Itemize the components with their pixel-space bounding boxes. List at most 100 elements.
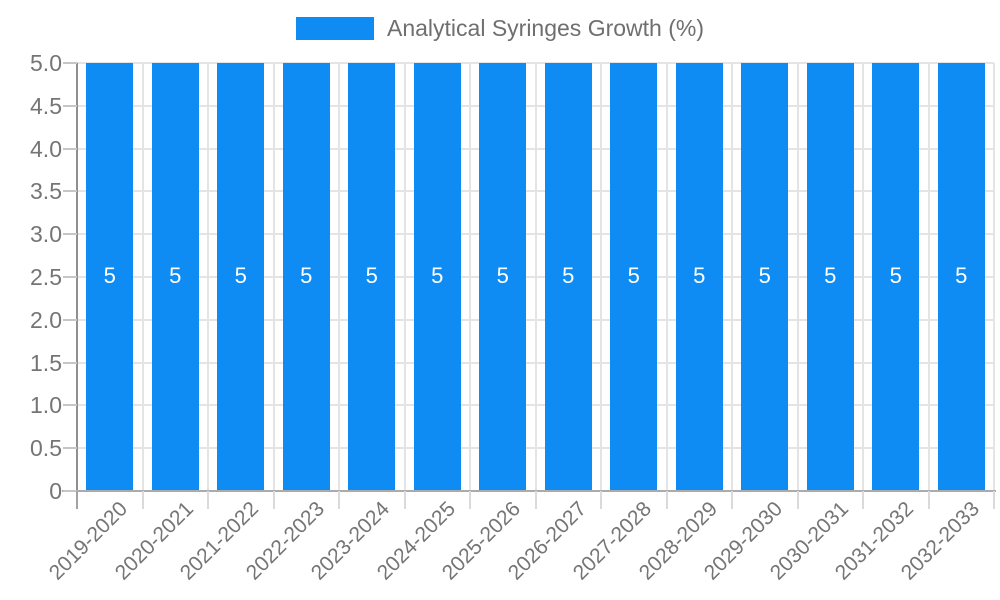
bar: 5 (413, 63, 461, 491)
bar-value-label: 5 (300, 263, 313, 289)
v-gridline (338, 63, 340, 491)
bar: 5 (610, 63, 658, 491)
y-axis-line (76, 63, 78, 491)
y-tick-mark (63, 147, 77, 150)
bar-slot: 5 (536, 63, 602, 491)
bar: 5 (806, 63, 854, 491)
y-tick-mark (63, 190, 77, 193)
y-tick-mark (63, 104, 77, 107)
bar-value-label: 5 (169, 263, 182, 289)
bar-slot: 5 (143, 63, 209, 491)
plot-area: 5 5 5 5 5 5 5 5 5 5 5 5 5 5 (77, 62, 995, 491)
y-tick-mark (63, 233, 77, 236)
bar: 5 (348, 63, 396, 491)
bar-value-label: 5 (955, 263, 968, 289)
x-tick-mark (993, 491, 995, 509)
v-gridline (207, 63, 209, 491)
v-gridline (927, 63, 930, 491)
x-tick-mark (600, 491, 602, 509)
bar: 5 (675, 63, 723, 491)
x-tick-mark (76, 491, 78, 509)
bar-slot: 5 (667, 63, 733, 491)
x-tick-mark (272, 491, 275, 509)
bar-slot: 5 (77, 63, 143, 491)
y-tick-mark (63, 276, 77, 278)
bar-value-label: 5 (496, 263, 509, 289)
v-gridline (665, 63, 668, 491)
y-tick-mark (63, 318, 77, 321)
bar: 5 (741, 63, 789, 491)
bar: 5 (86, 63, 134, 491)
bar-value-label: 5 (234, 263, 247, 289)
v-gridline (796, 63, 799, 491)
bar-slot: 5 (732, 63, 798, 491)
v-gridline (862, 63, 864, 491)
y-tick-label: 0 (49, 478, 62, 504)
x-tick-mark (796, 491, 799, 509)
bar-value-label: 5 (627, 263, 640, 289)
x-tick-mark (141, 491, 144, 509)
x-tick-mark (862, 491, 864, 509)
y-tick-label: 0.5 (30, 435, 62, 462)
bar-slot: 5 (601, 63, 667, 491)
x-tick-mark (469, 491, 471, 509)
v-gridline (731, 63, 733, 491)
y-tick-mark (63, 490, 77, 492)
y-tick-label: 4.5 (30, 92, 62, 119)
x-tick-mark (927, 491, 930, 509)
bar-slot: 5 (274, 63, 340, 491)
legend[interactable]: Analytical Syringes Growth (%) (0, 17, 1000, 40)
bar: 5 (217, 63, 265, 491)
x-axis-line (62, 490, 996, 492)
bar-slot: 5 (863, 63, 929, 491)
bar-slot: 5 (405, 63, 471, 491)
legend-label: Analytical Syringes Growth (%) (387, 15, 704, 41)
x-tick-mark (665, 491, 668, 509)
v-gridline (403, 63, 406, 491)
bar-slot: 5 (339, 63, 405, 491)
x-tick-mark (207, 491, 209, 509)
bar-value-label: 5 (431, 263, 444, 289)
x-tick-mark (403, 491, 406, 509)
y-tick-mark (63, 404, 77, 407)
bar-slot: 5 (470, 63, 536, 491)
y-tick-label: 3.5 (30, 178, 62, 205)
y-tick-label: 5.0 (30, 50, 62, 76)
bar: 5 (544, 63, 592, 491)
y-tick-mark (63, 447, 77, 450)
bar-value-label: 5 (562, 263, 575, 289)
bar: 5 (151, 63, 199, 491)
bar: 5 (937, 63, 985, 491)
bar-value-label: 5 (889, 263, 902, 289)
v-gridline (993, 63, 995, 491)
bar-value-label: 5 (693, 263, 706, 289)
x-tick-mark (534, 491, 537, 509)
y-tick-mark (63, 361, 77, 364)
y-tick-label: 2.0 (30, 306, 62, 333)
grid-layer (77, 62, 995, 491)
y-tick-label: 2.5 (30, 264, 62, 290)
bars-layer: 5 5 5 5 5 5 5 5 5 5 5 5 5 5 (77, 63, 994, 491)
y-tick-label: 1.0 (30, 392, 62, 419)
bar-slot: 5 (798, 63, 864, 491)
v-gridline (141, 63, 144, 491)
bar-value-label: 5 (103, 263, 116, 289)
bar-slot: 5 (929, 63, 995, 491)
y-tick-label: 1.5 (30, 349, 62, 376)
x-tick-mark (338, 491, 340, 509)
v-gridline (469, 63, 471, 491)
y-tick-label: 4.0 (30, 135, 62, 162)
bar-value-label: 5 (758, 263, 771, 289)
bar: 5 (282, 63, 330, 491)
bar-slot: 5 (208, 63, 274, 491)
bar: 5 (479, 63, 527, 491)
bar-value-label: 5 (824, 263, 837, 289)
bar: 5 (872, 63, 920, 491)
legend-swatch (296, 17, 374, 40)
v-gridline (600, 63, 602, 491)
x-tick-mark (731, 491, 733, 509)
y-tick-label: 3.0 (30, 221, 62, 248)
v-gridline (272, 63, 275, 491)
bar-value-label: 5 (365, 263, 378, 289)
